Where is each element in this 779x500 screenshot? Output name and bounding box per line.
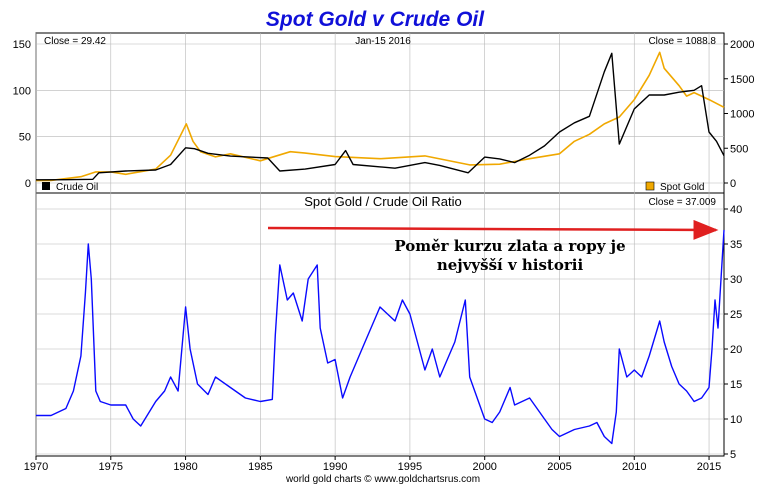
ratio-close-readout: Close = 37.009 [648,197,716,208]
legend-oil-swatch [42,182,50,190]
ratio-y-tick-label: 10 [730,414,742,426]
left-y-tick-label: 100 [13,85,31,97]
top-panel-frame [35,32,725,194]
tick-layer: 1970 1975 1980 1985 1990 1995 2000 2005 2010 2015… [13,39,755,473]
legend-gold-swatch [645,181,655,191]
x-tick-label: 1995 [398,461,422,473]
chart-title: Spot Gold v Crude Oil [266,8,485,31]
annotation-line-1: Poměr kurzu zlata a ropy je [394,237,625,255]
source-credit: world gold charts © www.goldchartsrus.co… [285,474,480,485]
oil-close-readout: Close = 29.42 [44,36,106,47]
left-y-tick-label: 50 [19,132,31,144]
legend-oil-label: Crude Oil [56,182,98,193]
x-tick-label: 2010 [622,461,646,473]
series-line-gold-oil-ratio [36,229,725,445]
right-y-tick-label: 1000 [730,109,754,121]
ratio-y-tick-label: 30 [730,274,742,286]
ratio-y-tick-label: 15 [730,379,742,391]
x-tick-label: 1990 [323,461,347,473]
x-tick-label: 2005 [547,461,571,473]
x-tick-label: 1980 [173,461,197,473]
gold-close-readout: Close = 1088.8 [648,36,716,47]
ratio-chart-title: Spot Gold / Crude Oil Ratio [304,194,462,209]
x-tick-label: 2015 [697,461,721,473]
right-y-tick-label: 2000 [730,39,754,51]
series-line-crude-oil [35,52,725,181]
ratio-y-tick-label: 35 [730,239,742,251]
x-tick-label: 2000 [472,461,496,473]
ratio-y-tick-label: 20 [730,344,742,356]
ratio-y-tick-label: 5 [730,449,736,461]
left-y-tick-label: 0 [25,178,31,190]
date-readout: Jan-15 2016 [355,36,411,47]
annotation-line-2: nejvyšší v historii [437,256,584,274]
ratio-y-tick-label: 40 [730,204,742,216]
right-y-tick-label: 500 [730,143,748,155]
right-y-tick-label: 0 [730,178,736,190]
series-layer [35,51,725,445]
annotation-arrow [267,219,719,240]
right-y-tick-label: 1500 [730,74,754,86]
bottom-panel-frame [35,192,725,457]
left-y-tick-label: 150 [13,39,31,51]
x-tick-label: 1975 [99,461,123,473]
legend-gold-label: Spot Gold [660,182,704,193]
grid-layer [35,33,724,456]
x-tick-label: 1985 [248,461,272,473]
x-tick-label: 1970 [24,461,48,473]
ratio-y-tick-label: 25 [730,309,742,321]
